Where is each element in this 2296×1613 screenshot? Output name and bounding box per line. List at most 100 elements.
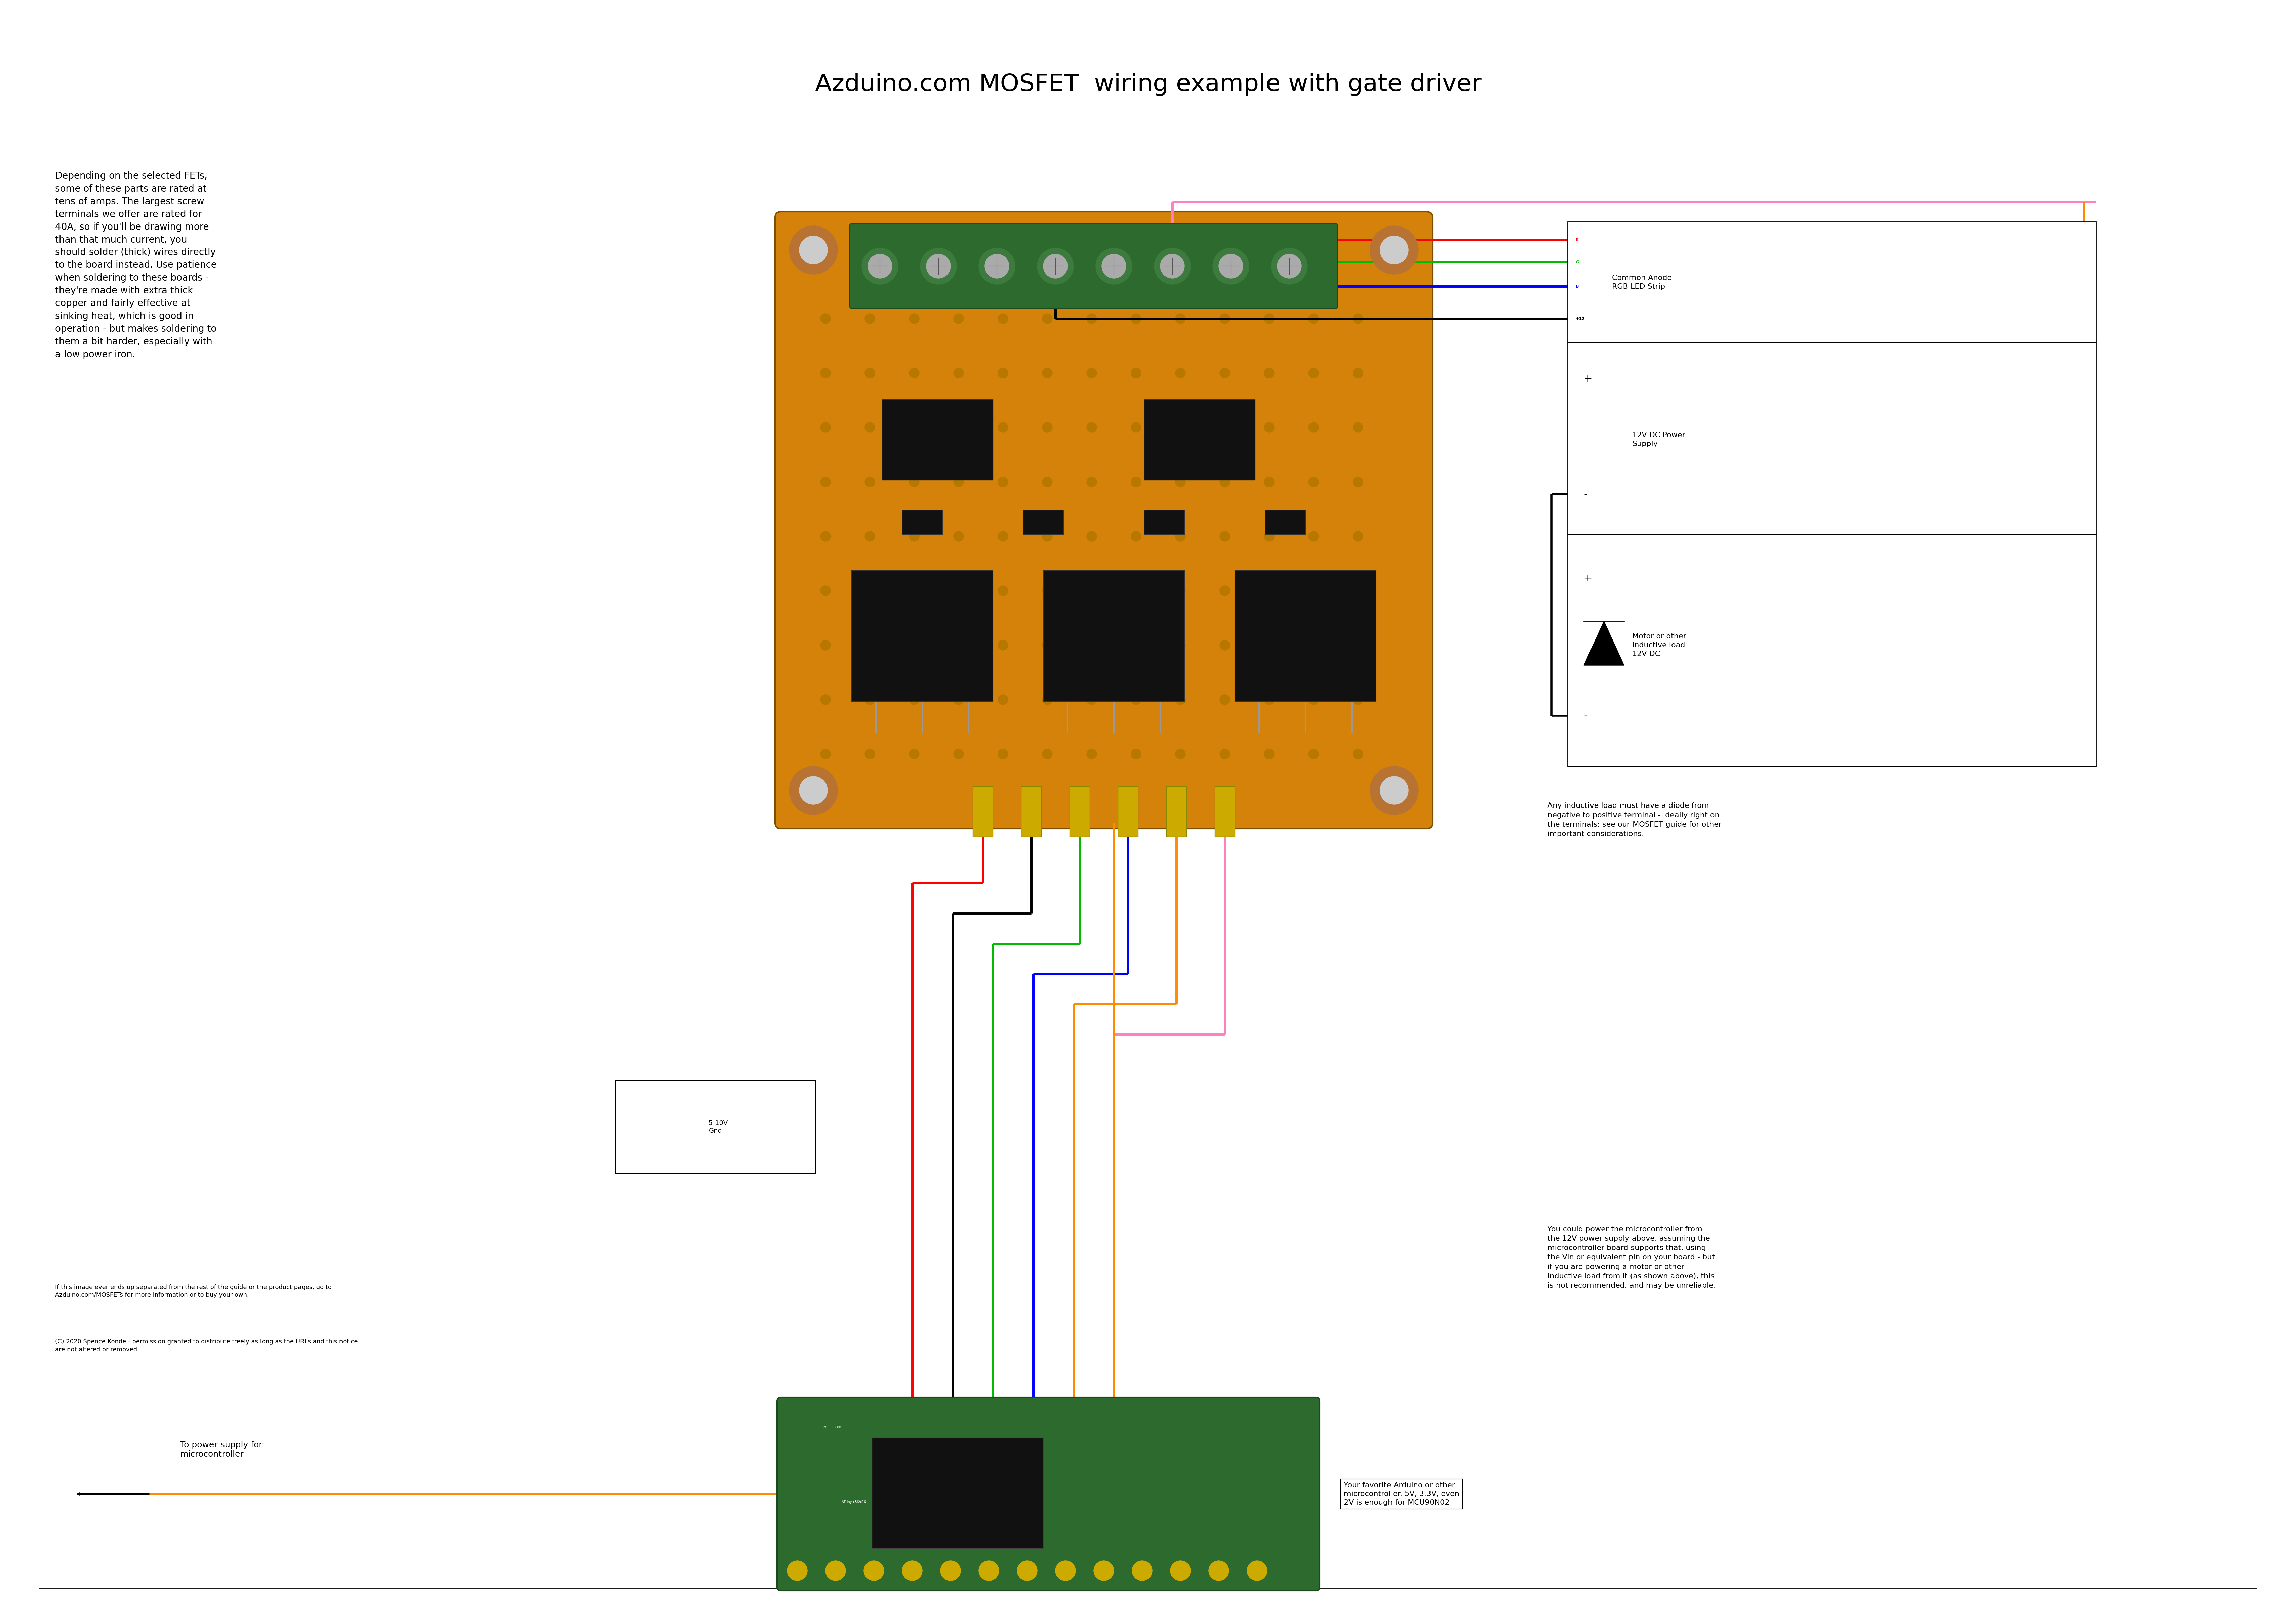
Bar [902,510,941,534]
FancyBboxPatch shape [850,224,1339,308]
Bar [1070,786,1091,837]
Circle shape [788,1561,808,1581]
Circle shape [1086,368,1097,377]
Circle shape [941,1561,960,1581]
Circle shape [1309,477,1318,487]
Circle shape [953,748,964,760]
Bar [1166,786,1187,837]
Circle shape [1352,477,1364,487]
Circle shape [866,748,875,760]
Circle shape [1352,695,1364,705]
Circle shape [1176,748,1185,760]
Circle shape [1042,253,1068,277]
Circle shape [1042,695,1052,705]
Circle shape [953,368,964,377]
Circle shape [866,586,875,595]
Bar [1215,786,1235,837]
Text: Your favorite Arduino or other
microcontroller. 5V, 3.3V, even
2V is enough for : Your favorite Arduino or other microcont… [1343,1482,1460,1507]
Circle shape [1086,313,1097,324]
Circle shape [1219,368,1231,377]
Circle shape [999,640,1008,650]
Circle shape [1132,586,1141,595]
Circle shape [790,226,838,274]
Circle shape [999,531,1008,542]
Circle shape [820,695,831,705]
Circle shape [790,766,838,815]
Circle shape [866,313,875,324]
Bar [1568,221,2096,342]
Circle shape [1176,477,1185,487]
Circle shape [866,531,875,542]
Circle shape [1132,640,1141,650]
Circle shape [1042,423,1052,432]
Text: ATtiny x86/x16: ATtiny x86/x16 [843,1500,866,1503]
Circle shape [1042,748,1052,760]
Circle shape [1042,640,1052,650]
Bar [1118,786,1139,837]
Circle shape [1132,531,1141,542]
Circle shape [1263,531,1274,542]
Circle shape [1155,248,1189,284]
Text: +5-10V
Gnd: +5-10V Gnd [703,1119,728,1134]
Circle shape [1371,226,1419,274]
Circle shape [1171,1561,1189,1581]
Circle shape [1263,748,1274,760]
Circle shape [909,531,918,542]
Bar [1042,571,1185,702]
Text: 12V DC Power
Supply: 12V DC Power Supply [1632,432,1685,447]
Bar [1265,510,1306,534]
Text: -: - [1584,711,1587,721]
Polygon shape [1584,621,1623,665]
Circle shape [1263,695,1274,705]
Bar [1024,510,1063,534]
Circle shape [1380,235,1407,265]
Bar [1568,342,2096,534]
Circle shape [1309,531,1318,542]
Circle shape [1042,477,1052,487]
Circle shape [1159,253,1185,277]
Circle shape [953,695,964,705]
Circle shape [1132,368,1141,377]
Circle shape [820,313,831,324]
Circle shape [1086,695,1097,705]
Circle shape [1208,1561,1228,1581]
Circle shape [1086,531,1097,542]
Circle shape [1309,368,1318,377]
Circle shape [953,477,964,487]
Circle shape [1309,748,1318,760]
Circle shape [925,253,951,277]
Circle shape [978,248,1015,284]
Circle shape [1219,531,1231,542]
Circle shape [1086,640,1097,650]
Circle shape [866,640,875,650]
Circle shape [978,1561,999,1581]
Text: +: + [1584,374,1591,384]
Circle shape [909,748,918,760]
Circle shape [1380,776,1407,805]
Text: Common Anode
RGB LED Strip: Common Anode RGB LED Strip [1612,274,1671,290]
Circle shape [1176,695,1185,705]
Circle shape [1309,423,1318,432]
FancyBboxPatch shape [776,211,1433,829]
Circle shape [799,235,827,265]
Circle shape [953,640,964,650]
Circle shape [1086,586,1097,595]
Circle shape [1132,695,1141,705]
Circle shape [820,477,831,487]
Circle shape [1219,313,1231,324]
Circle shape [1352,423,1364,432]
Circle shape [1056,1561,1075,1581]
Circle shape [1212,248,1249,284]
Circle shape [1086,423,1097,432]
Circle shape [953,423,964,432]
Circle shape [1176,586,1185,595]
Circle shape [820,423,831,432]
Bar [1143,398,1256,481]
Circle shape [902,1561,923,1581]
Circle shape [1309,586,1318,595]
Circle shape [820,368,831,377]
Circle shape [1042,313,1052,324]
Circle shape [1309,695,1318,705]
Circle shape [1176,313,1185,324]
Circle shape [999,695,1008,705]
